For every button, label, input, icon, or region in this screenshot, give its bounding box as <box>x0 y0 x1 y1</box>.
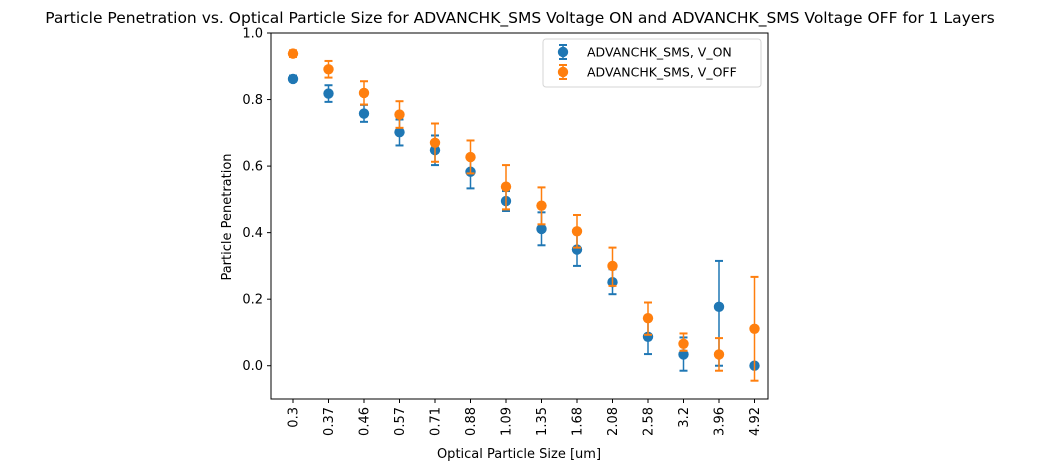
data-point <box>429 137 441 148</box>
data-point <box>323 88 334 99</box>
y-tick-label: 0.6 <box>242 160 263 175</box>
y-tick-label: 0.0 <box>242 359 263 374</box>
legend-box <box>542 38 762 88</box>
x-tick-label: 2.58 <box>642 407 657 436</box>
data-point <box>500 181 512 192</box>
legend: ADVANCHK_SMS, V_ON ADVANCHK_SMS, V_OFF <box>542 38 762 88</box>
x-tick-label: 0.3 <box>287 407 302 428</box>
x-tick-label: 0.37 <box>322 407 337 436</box>
x-tick-label: 0.88 <box>464 407 479 436</box>
data-point <box>536 200 547 211</box>
plot-area-frame <box>270 32 769 400</box>
x-tick-label: 0.57 <box>393 407 408 436</box>
data-point <box>749 323 760 334</box>
data-point <box>287 48 299 59</box>
x-tick-label: 3.96 <box>713 407 728 436</box>
y-tick-label: 1.0 <box>242 27 263 42</box>
x-tick-label: 1.68 <box>571 407 586 436</box>
data-point <box>394 126 405 138</box>
data-point <box>358 87 370 99</box>
y-tick-label: 0.2 <box>242 293 263 308</box>
data-point <box>713 349 725 360</box>
data-point <box>607 260 618 272</box>
data-point <box>713 301 725 313</box>
x-tick-label: 1.09 <box>500 407 515 436</box>
data-series-layer <box>287 48 760 382</box>
data-point <box>323 64 334 75</box>
data-point <box>465 151 476 163</box>
data-point <box>678 349 689 360</box>
data-point <box>678 338 689 349</box>
series-2 <box>287 48 760 382</box>
series-1 <box>287 73 760 372</box>
legend-marker <box>557 46 569 58</box>
x-tick-label: 0.71 <box>429 407 444 436</box>
x-tick-label: 2.08 <box>606 407 621 436</box>
chart-title: Particle Penetration vs. Optical Particl… <box>45 9 995 28</box>
x-tick-label: 4.92 <box>748 407 763 436</box>
y-tick-label: 0.4 <box>242 226 263 241</box>
legend-label: ADVANCHK_SMS, V_ON <box>587 45 732 60</box>
y-tick-label: 0.8 <box>242 93 263 108</box>
x-tick-label: 1.35 <box>535 407 550 436</box>
x-axis: 0.3 0.37 0.46 0.57 0.71 0.88 1.09 1.35 1.68 2.08 2… <box>287 399 763 436</box>
y-axis-label: Particle Penetration <box>220 153 235 280</box>
legend-label: ADVANCHK_SMS, V_OFF <box>587 65 737 80</box>
data-point <box>287 73 299 85</box>
x-tick-label: 3.2 <box>677 407 692 428</box>
legend-marker <box>557 66 569 78</box>
y-axis: 0.0 0.2 0.4 0.6 0.8 1.0 <box>242 27 271 374</box>
data-point <box>358 108 370 119</box>
data-point <box>642 312 654 324</box>
x-tick-label: 0.46 <box>358 407 373 436</box>
data-point <box>394 109 405 120</box>
data-point <box>536 223 547 235</box>
data-point <box>571 226 583 237</box>
x-axis-label: Optical Particle Size [um] <box>437 447 601 462</box>
